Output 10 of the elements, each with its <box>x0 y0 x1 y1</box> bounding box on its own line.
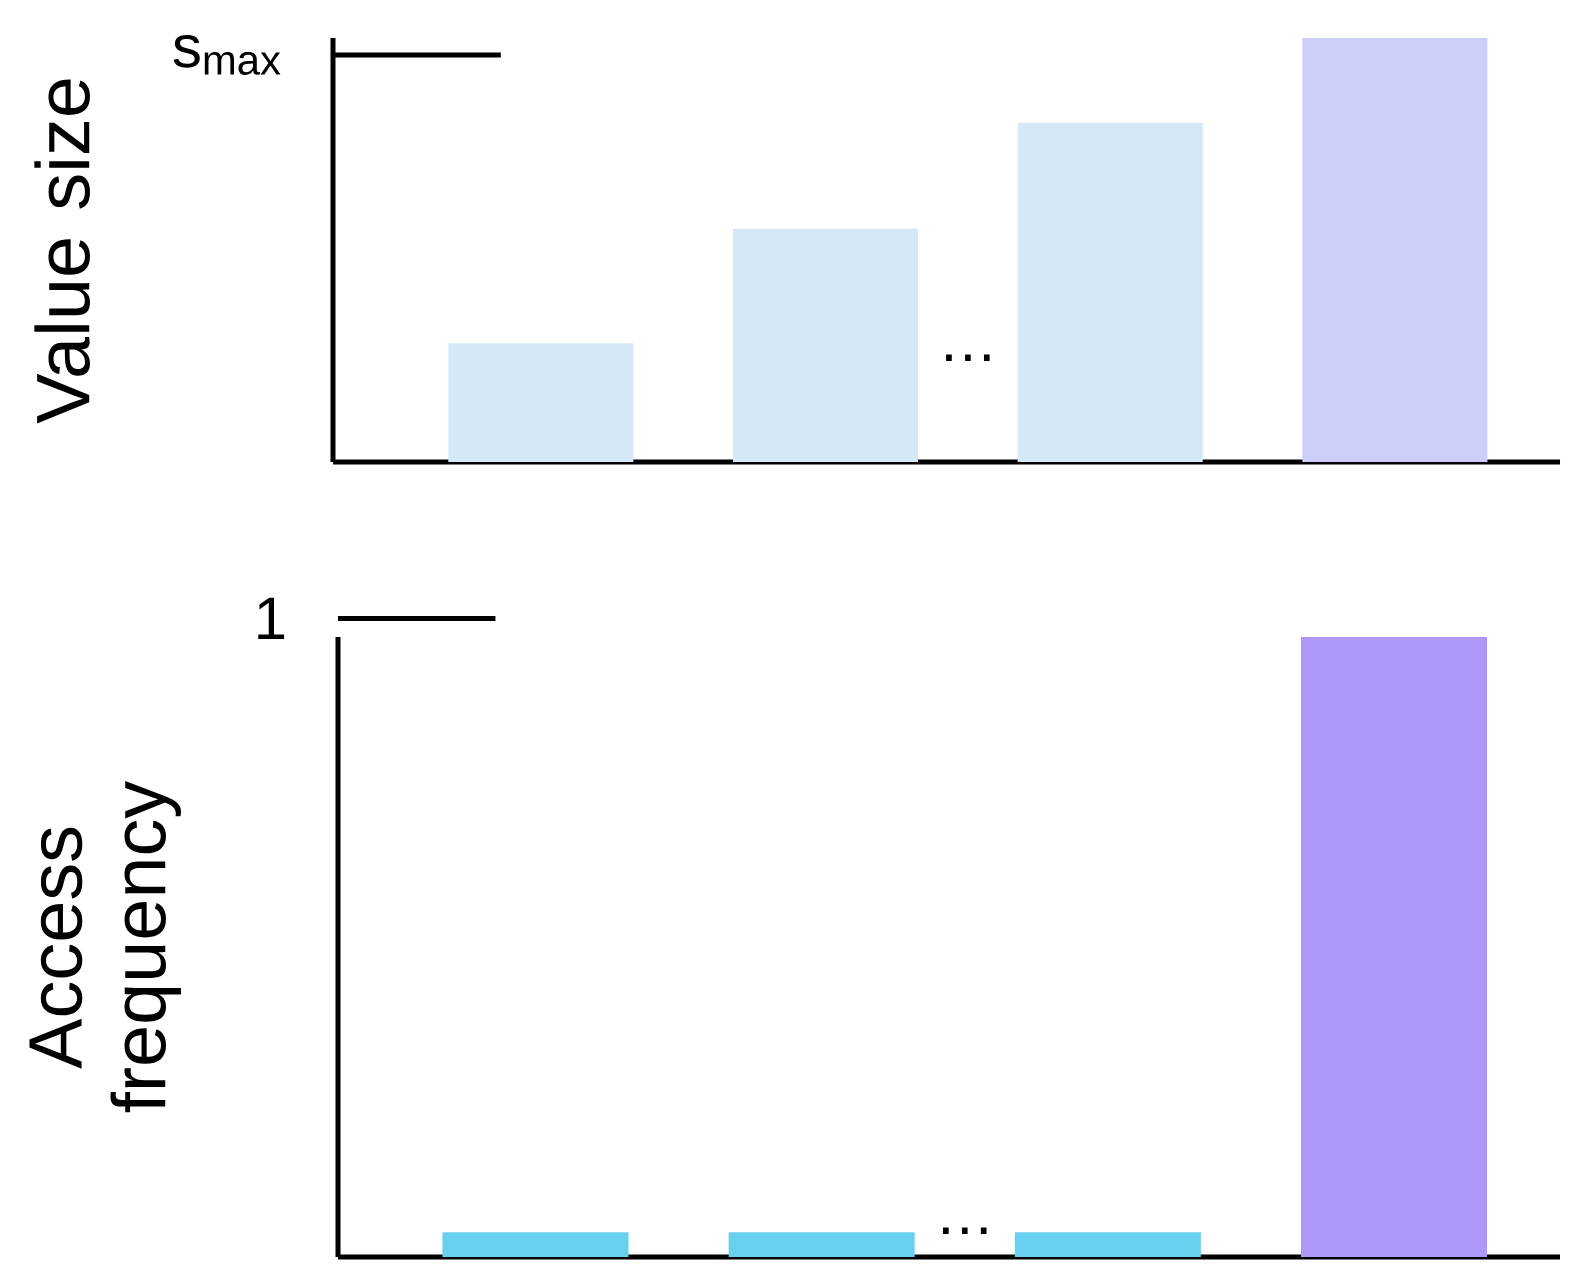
bar <box>1302 37 1488 462</box>
annotation: … <box>942 1227 987 1234</box>
text: 1 <box>258 597 285 639</box>
y-axis-title: Value size <box>34 79 90 424</box>
text: s$_{max}$ <box>173 34 281 75</box>
bar <box>448 343 634 462</box>
annotation: … <box>946 354 990 361</box>
bar <box>732 228 919 462</box>
bar <box>1017 122 1203 462</box>
y-axis-title: Access frequency <box>29 780 181 1113</box>
